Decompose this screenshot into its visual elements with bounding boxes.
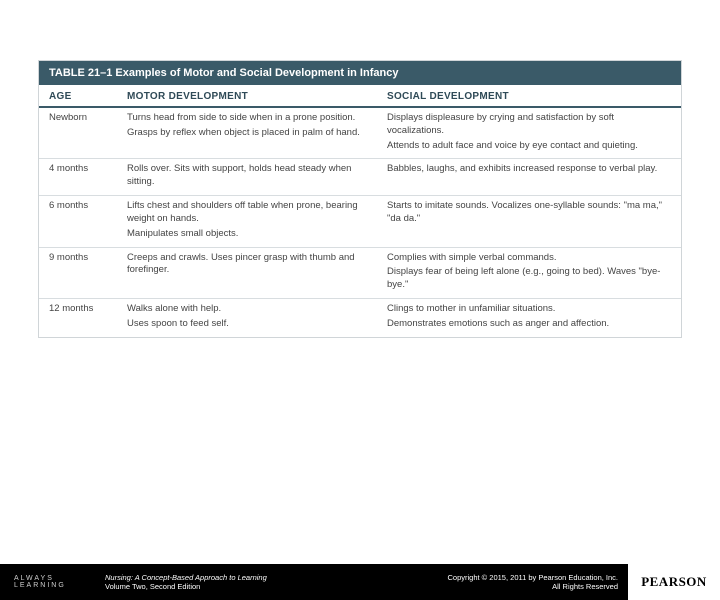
motor-item: Creeps and crawls. Uses pincer grasp wit… xyxy=(127,252,367,278)
cell-motor: Lifts chest and shoulders off table when… xyxy=(117,196,377,246)
col-header-age: AGE xyxy=(39,85,117,106)
social-item: Starts to imitate sounds. Vocalizes one-… xyxy=(387,200,671,226)
cell-motor: Creeps and crawls. Uses pincer grasp wit… xyxy=(117,248,377,298)
social-item: Clings to mother in unfamiliar situation… xyxy=(387,303,671,316)
cell-social: Displays displeasure by crying and satis… xyxy=(377,108,681,158)
cell-motor: Turns head from side to side when in a p… xyxy=(117,108,377,158)
col-header-motor: MOTOR DEVELOPMENT xyxy=(117,85,377,106)
social-item: Displays fear of being left alone (e.g.,… xyxy=(387,266,671,292)
cell-age: 9 months xyxy=(39,248,117,298)
cell-age: 6 months xyxy=(39,196,117,246)
motor-item: Grasps by reflex when object is placed i… xyxy=(127,127,367,140)
social-item: Babbles, laughs, and exhibits increased … xyxy=(387,163,671,176)
table-body: Newborn Turns head from side to side when… xyxy=(39,108,681,337)
table-row: 6 months Lifts chest and shoulders off ta… xyxy=(39,196,681,247)
motor-item: Walks alone with help. xyxy=(127,303,367,316)
cell-social: Starts to imitate sounds. Vocalizes one-… xyxy=(377,196,681,246)
column-headers: AGE MOTOR DEVELOPMENT SOCIAL DEVELOPMENT xyxy=(39,85,681,108)
book-title-text: Nursing: A Concept-Based Approach to Lea… xyxy=(105,573,267,582)
cell-social: Complies with simple verbal commands.Dis… xyxy=(377,248,681,298)
motor-item: Uses spoon to feed self. xyxy=(127,318,367,331)
table-row: 4 months Rolls over. Sits with support, h… xyxy=(39,159,681,196)
development-table: TABLE 21–1 Examples of Motor and Social … xyxy=(38,60,682,338)
motor-item: Lifts chest and shoulders off table when… xyxy=(127,200,367,226)
motor-item: Rolls over. Sits with support, holds hea… xyxy=(127,163,367,189)
table-row: 9 months Creeps and crawls. Uses pincer g… xyxy=(39,248,681,299)
motor-item: Turns head from side to side when in a p… xyxy=(127,112,367,125)
cell-motor: Rolls over. Sits with support, holds hea… xyxy=(117,159,377,195)
social-item: Displays displeasure by crying and satis… xyxy=(387,112,671,138)
social-item: Demonstrates emotions such as anger and … xyxy=(387,318,671,331)
cell-age: 4 months xyxy=(39,159,117,195)
copyright-line1: Copyright © 2015, 2011 by Pearson Educat… xyxy=(448,573,619,582)
col-header-social: SOCIAL DEVELOPMENT xyxy=(377,85,681,106)
pearson-logo: PEARSON xyxy=(628,564,720,600)
copyright-block: Copyright © 2015, 2011 by Pearson Educat… xyxy=(337,573,628,592)
table-row: Newborn Turns head from side to side when… xyxy=(39,108,681,159)
cell-social: Clings to mother in unfamiliar situation… xyxy=(377,299,681,337)
cell-age: 12 months xyxy=(39,299,117,337)
always-learning-text: ALWAYS LEARNING xyxy=(0,575,105,589)
cell-motor: Walks alone with help. Uses spoon to feed… xyxy=(117,299,377,337)
copyright-line2: All Rights Reserved xyxy=(552,582,618,591)
motor-item: Manipulates small objects. xyxy=(127,228,367,241)
social-item: Complies with simple verbal commands. xyxy=(387,252,671,265)
table-title: TABLE 21–1 Examples of Motor and Social … xyxy=(39,61,681,85)
table-row: 12 months Walks alone with help. Uses spoo… xyxy=(39,299,681,337)
social-item: Attends to adult face and voice by eye c… xyxy=(387,140,671,153)
cell-age: Newborn xyxy=(39,108,117,158)
footer-bar: ALWAYS LEARNING Nursing: A Concept-Based… xyxy=(0,564,720,600)
book-edition-text: Volume Two, Second Edition xyxy=(105,582,337,591)
cell-social: Babbles, laughs, and exhibits increased … xyxy=(377,159,681,195)
book-citation: Nursing: A Concept-Based Approach to Lea… xyxy=(105,573,337,592)
